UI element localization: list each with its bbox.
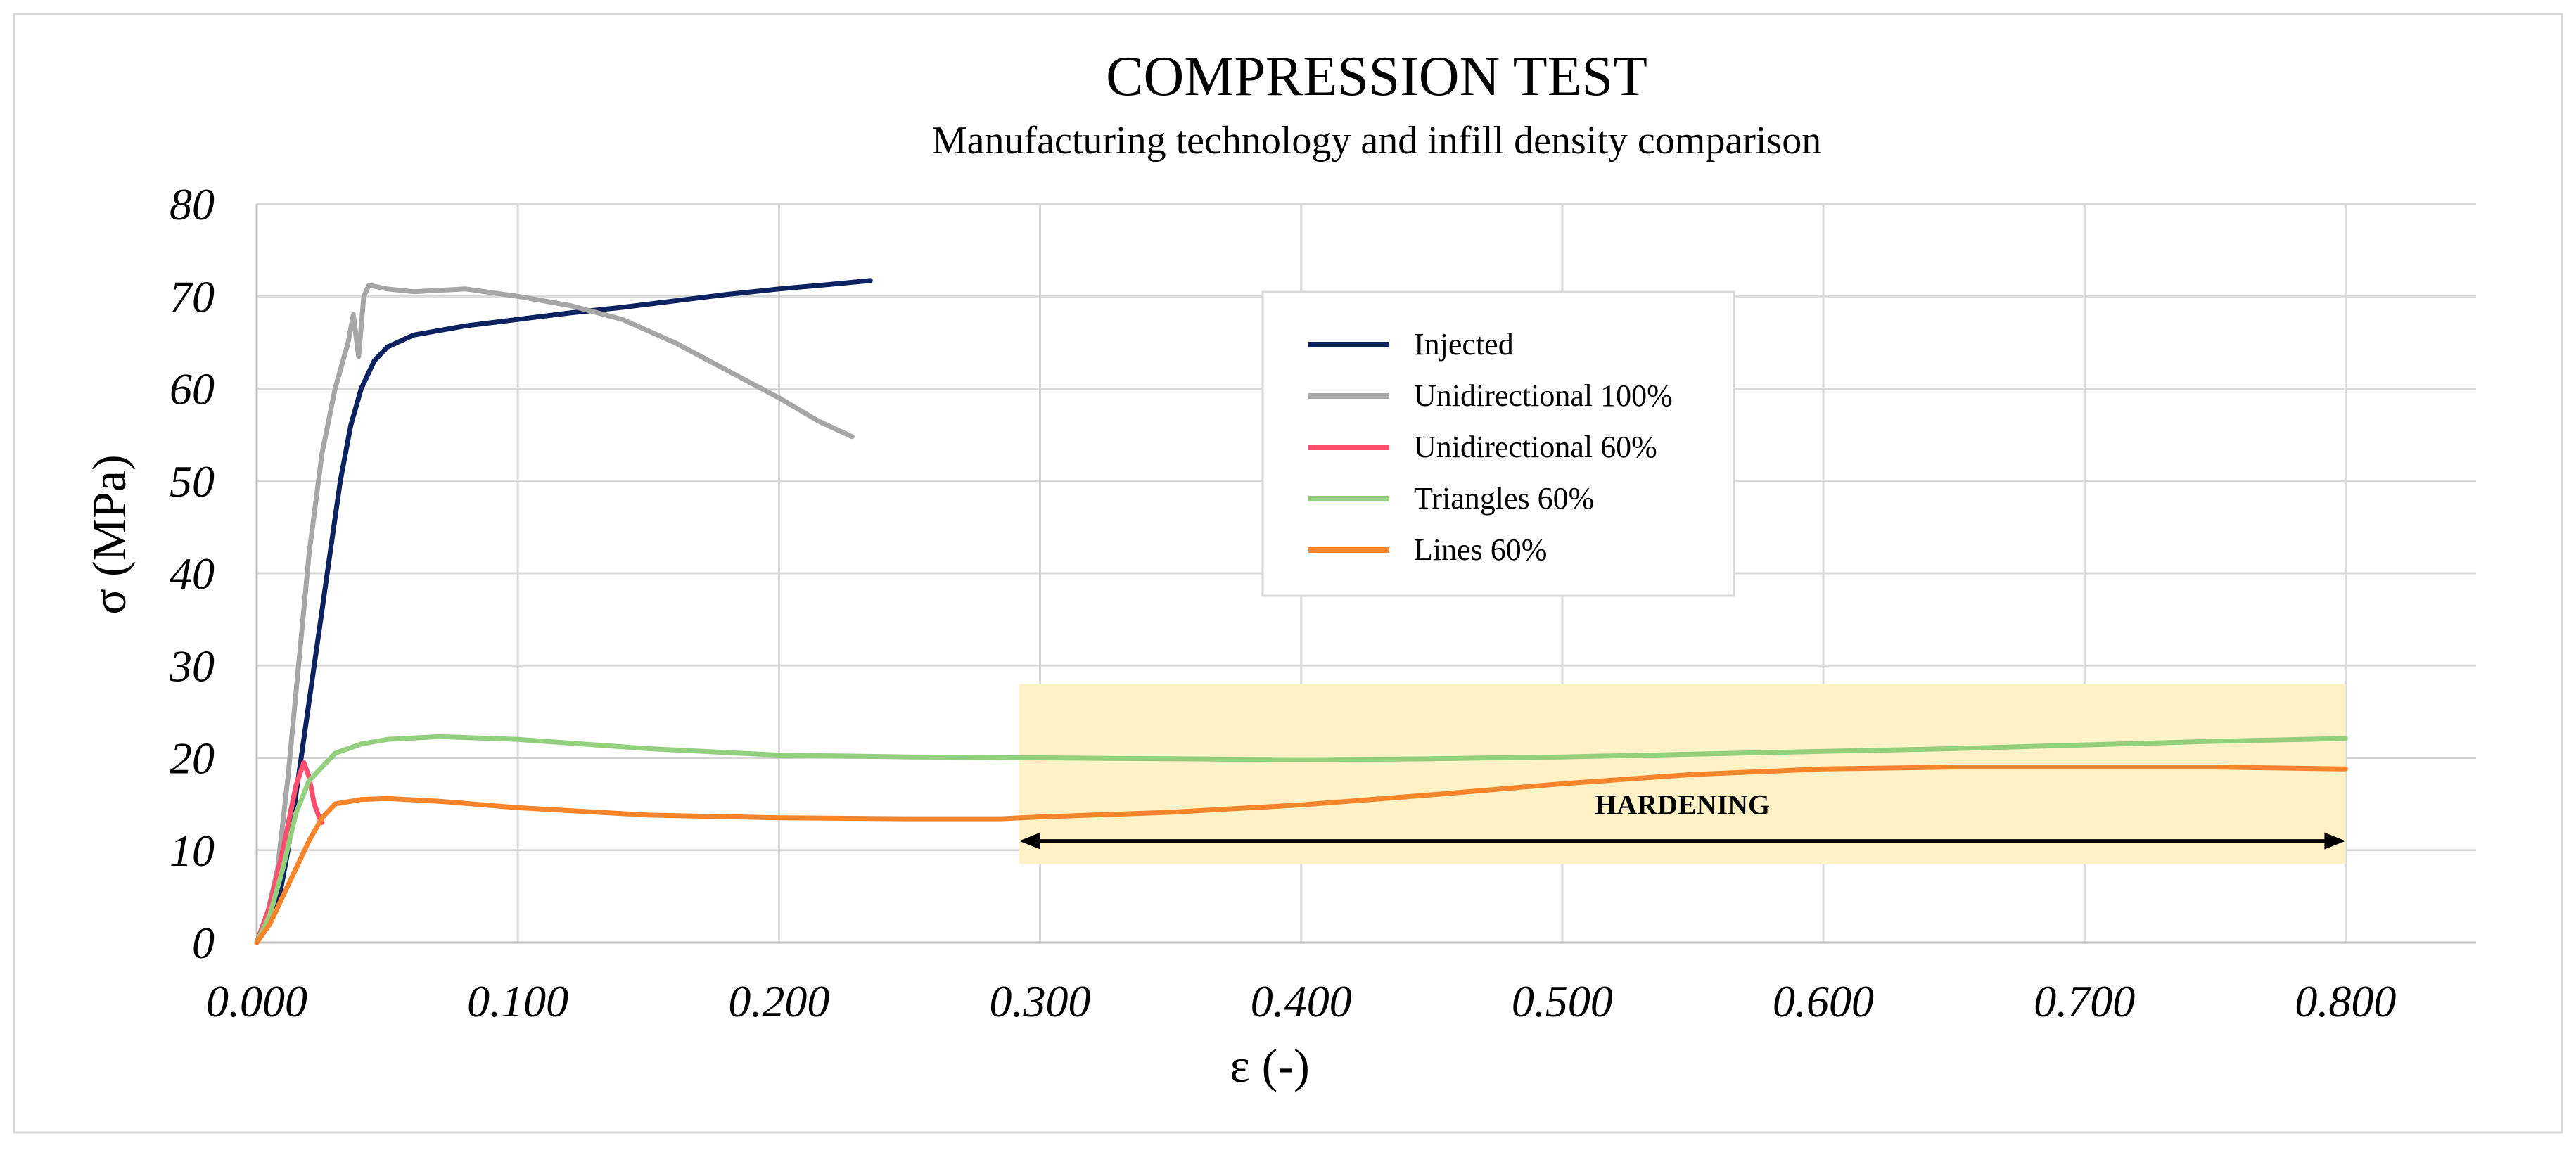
x-tick-label-4: 0.400 (1251, 976, 1352, 1026)
legend-label-triangles-60: Triangles 60% (1414, 481, 1594, 516)
series-line-unidirectional-60 (254, 760, 325, 945)
axes (255, 204, 2476, 944)
series-line-injected (254, 278, 873, 945)
chart-subtitle: Manufacturing technology and infill dens… (932, 119, 1821, 162)
x-tick-label-7: 0.700 (2034, 976, 2135, 1026)
legend: Injected Unidirectional 100% Unidirectiona… (1261, 290, 1735, 597)
x-tick-label-1: 0.100 (467, 976, 568, 1026)
x-tick-label-2: 0.200 (728, 976, 829, 1026)
hardening-arrowhead-left (1019, 832, 1040, 850)
legend-label-unidirectional-60: Unidirectional 60% (1414, 430, 1657, 464)
series-line-unidirectional-100 (254, 283, 855, 945)
legend-label-injected: Injected (1414, 327, 1514, 362)
legend-label-lines-60: Lines 60% (1414, 532, 1547, 567)
chart-frame (13, 13, 2563, 1134)
tick-labels: 0 10 20 30 40 50 60 70 80 0.000 0.100 0.200 0.300 0.4… (169, 179, 2396, 1026)
hardening-arrowhead-right (2324, 832, 2346, 850)
y-tick-label-7: 70 (170, 271, 215, 321)
y-tick-label-4: 40 (170, 549, 215, 599)
legend-label-unidirectional-100: Unidirectional 100% (1414, 378, 1673, 413)
y-axis-label: σ (MPa) (82, 454, 136, 614)
y-tick-label-6: 60 (170, 364, 215, 414)
y-tick-label-0: 0 (192, 918, 215, 968)
series-line-triangles-60 (254, 734, 2348, 945)
x-tick-label-0: 0.000 (206, 976, 307, 1026)
y-tick-label-3: 30 (169, 641, 215, 691)
chart-title: COMPRESSION TEST (1106, 46, 1647, 108)
x-tick-label-6: 0.600 (1773, 976, 1874, 1026)
hardening-label: HARDENING (1595, 789, 1770, 821)
x-tick-label-8: 0.800 (2295, 976, 2396, 1026)
series-line-lines-60 (254, 765, 2348, 945)
series-lines (254, 278, 2348, 945)
y-tick-label-8: 80 (170, 179, 215, 229)
y-tick-label-1: 10 (170, 826, 215, 876)
y-tick-label-5: 50 (170, 456, 215, 506)
x-tick-label-3: 0.300 (990, 976, 1091, 1026)
y-tick-label-2: 20 (170, 734, 215, 784)
x-axis-label: ε (-) (1230, 1039, 1310, 1092)
x-tick-label-5: 0.500 (1512, 976, 1613, 1026)
